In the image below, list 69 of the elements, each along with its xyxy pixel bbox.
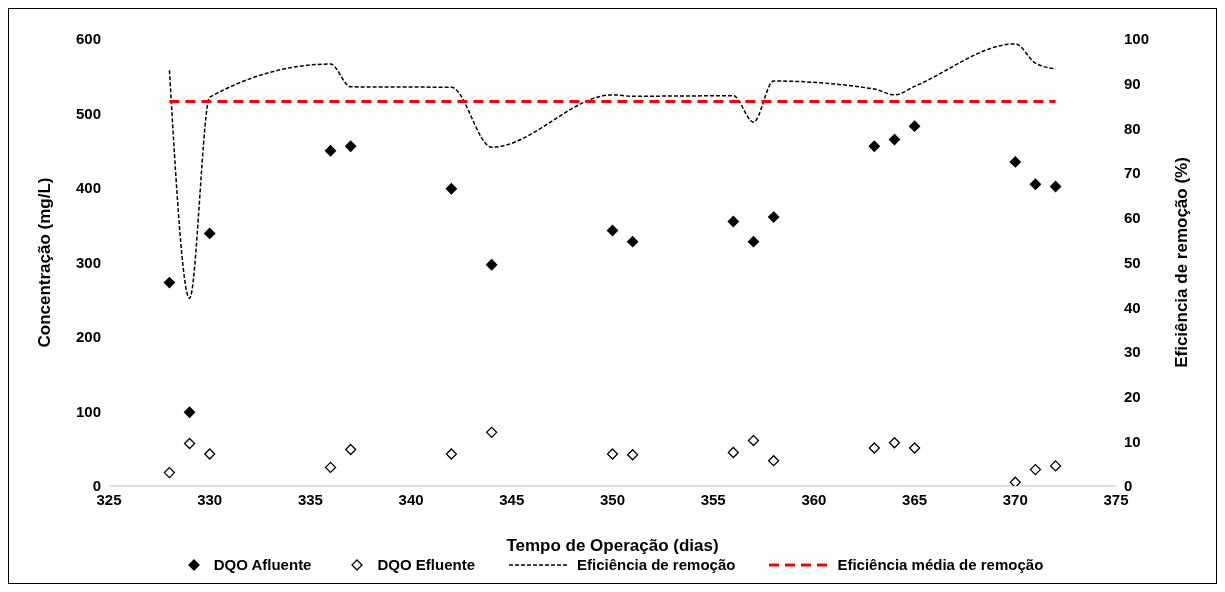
y2-tick-label: 70	[1124, 164, 1141, 182]
x-tick-label: 345	[499, 490, 525, 508]
line-series	[168, 43, 1057, 300]
point	[1049, 460, 1062, 472]
point	[324, 461, 337, 474]
y2-tick-label: 20	[1124, 387, 1141, 405]
point	[626, 235, 639, 248]
point	[767, 455, 780, 467]
x-tick-label: 355	[700, 490, 726, 508]
point	[163, 276, 176, 289]
legend-label: DQO Efluente	[377, 556, 475, 573]
y-axis-title: Concentração (mg/L)	[35, 177, 55, 348]
point	[767, 211, 780, 223]
point	[888, 133, 901, 146]
point	[747, 434, 760, 447]
legend-label: Eficiência de remoção	[576, 556, 736, 573]
x-axis-title: Tempo de Operação (dias)	[506, 536, 719, 555]
point	[606, 224, 619, 237]
point	[183, 406, 196, 418]
point	[163, 466, 176, 479]
y-tick-label: 100	[75, 402, 101, 420]
point	[183, 437, 196, 450]
x-tick-label: 330	[197, 490, 223, 508]
y2-tick-label: 90	[1124, 75, 1141, 93]
point	[868, 140, 880, 152]
point	[908, 442, 921, 454]
point	[324, 145, 337, 157]
legend-label: Eficiência média de remoção	[837, 556, 1044, 573]
point	[445, 448, 458, 460]
y-tick-label: 200	[75, 328, 101, 346]
point	[345, 140, 357, 152]
y-tick-label: 500	[75, 104, 101, 122]
x-tick-label: 370	[1002, 490, 1028, 508]
point	[868, 442, 880, 454]
y2-tick-label: 10	[1124, 432, 1141, 450]
x-tick-label: 335	[297, 490, 323, 508]
x-tick-label: 340	[398, 490, 424, 508]
point	[1029, 178, 1042, 190]
point	[486, 259, 498, 271]
y-tick-label: 600	[75, 30, 101, 48]
y-tick-label: 300	[75, 253, 101, 271]
point	[888, 437, 901, 449]
point	[486, 426, 498, 439]
point	[626, 449, 639, 461]
point	[1009, 476, 1021, 486]
point	[727, 446, 739, 459]
point	[908, 120, 921, 132]
point	[747, 235, 760, 248]
point	[1009, 156, 1021, 168]
y2-tick-label: 30	[1124, 343, 1141, 361]
point	[204, 227, 216, 240]
y2-tick-label: 50	[1124, 253, 1141, 271]
point	[345, 443, 357, 456]
x-tick-label: 360	[801, 490, 827, 508]
point	[606, 448, 619, 460]
point	[445, 183, 458, 195]
point	[204, 448, 216, 460]
x-tick-label: 365	[902, 490, 928, 508]
y-tick-label: 400	[75, 179, 101, 197]
y2-tick-label: 40	[1124, 298, 1141, 316]
x-tick-label: 350	[599, 490, 626, 508]
legend-label: DQO Afluente	[213, 556, 312, 573]
point	[1049, 180, 1062, 193]
y2-tick-label: 80	[1124, 119, 1141, 137]
y2-tick-label: 60	[1124, 209, 1141, 227]
point	[1029, 463, 1042, 476]
point	[727, 215, 739, 228]
y2-tick-label: 100	[1124, 30, 1150, 48]
y2-axis-title: Eficiência de remoção (%)	[1172, 157, 1192, 368]
